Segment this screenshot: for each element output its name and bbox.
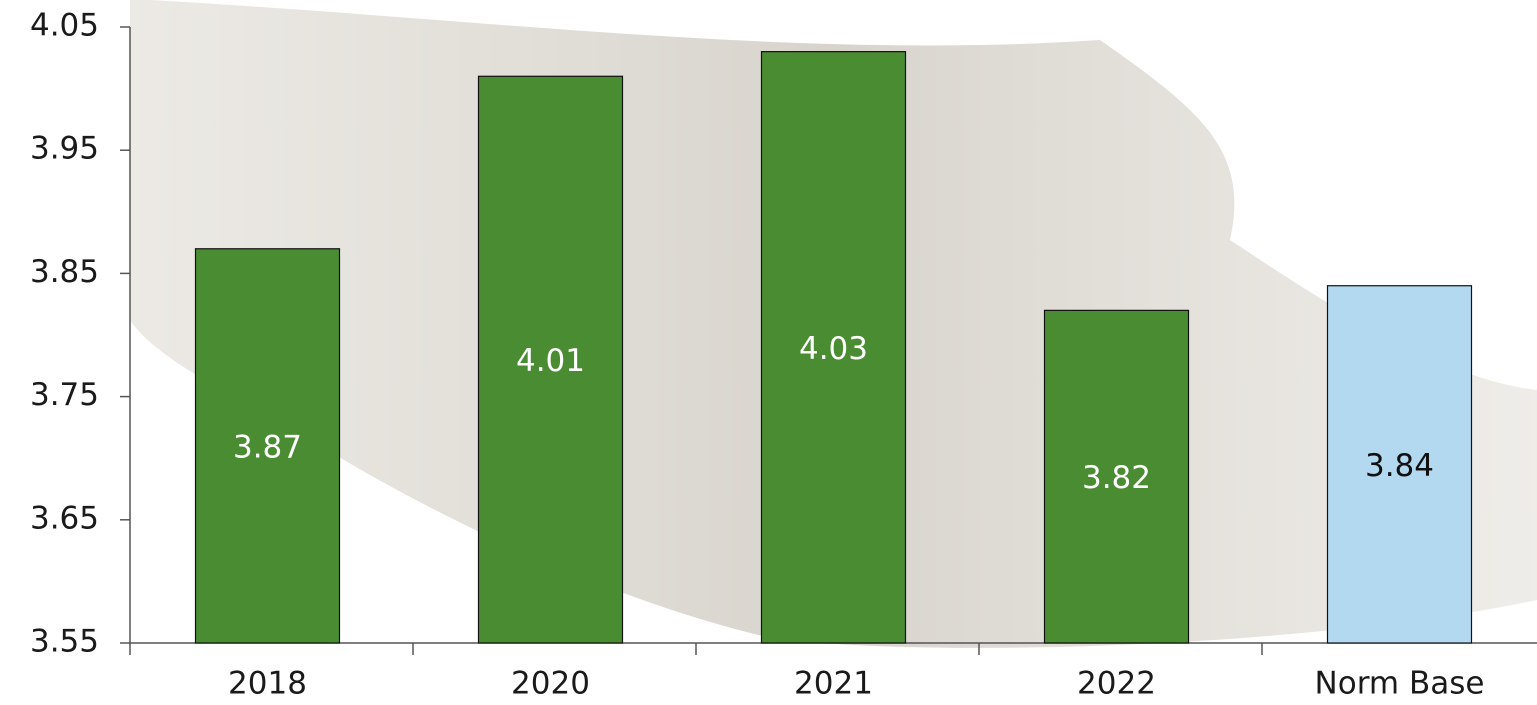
data-label: 3.84 [1365, 448, 1434, 484]
data-label: 4.03 [799, 331, 868, 367]
bar [194, 248, 341, 644]
y-tick-label: 3.65 [30, 500, 99, 536]
y-tick-label: 3.75 [30, 377, 99, 413]
bar [477, 75, 624, 644]
x-tick-label: 2020 [511, 666, 590, 702]
x-tick-label: 2022 [1077, 666, 1156, 702]
x-tick-label: 2021 [794, 666, 873, 702]
data-label: 3.87 [233, 429, 302, 465]
bar [1326, 285, 1473, 644]
y-tick-label: 3.85 [30, 254, 99, 290]
y-tick-label: 4.05 [30, 8, 99, 44]
bar [1043, 309, 1190, 644]
bar [760, 51, 907, 644]
y-tick-label: 3.95 [30, 131, 99, 167]
y-tick-label: 3.55 [30, 624, 99, 660]
x-tick-label: 2018 [228, 666, 307, 702]
data-label: 3.82 [1082, 460, 1151, 496]
x-tick-label: Norm Base [1315, 666, 1485, 702]
data-label: 4.01 [516, 343, 585, 379]
